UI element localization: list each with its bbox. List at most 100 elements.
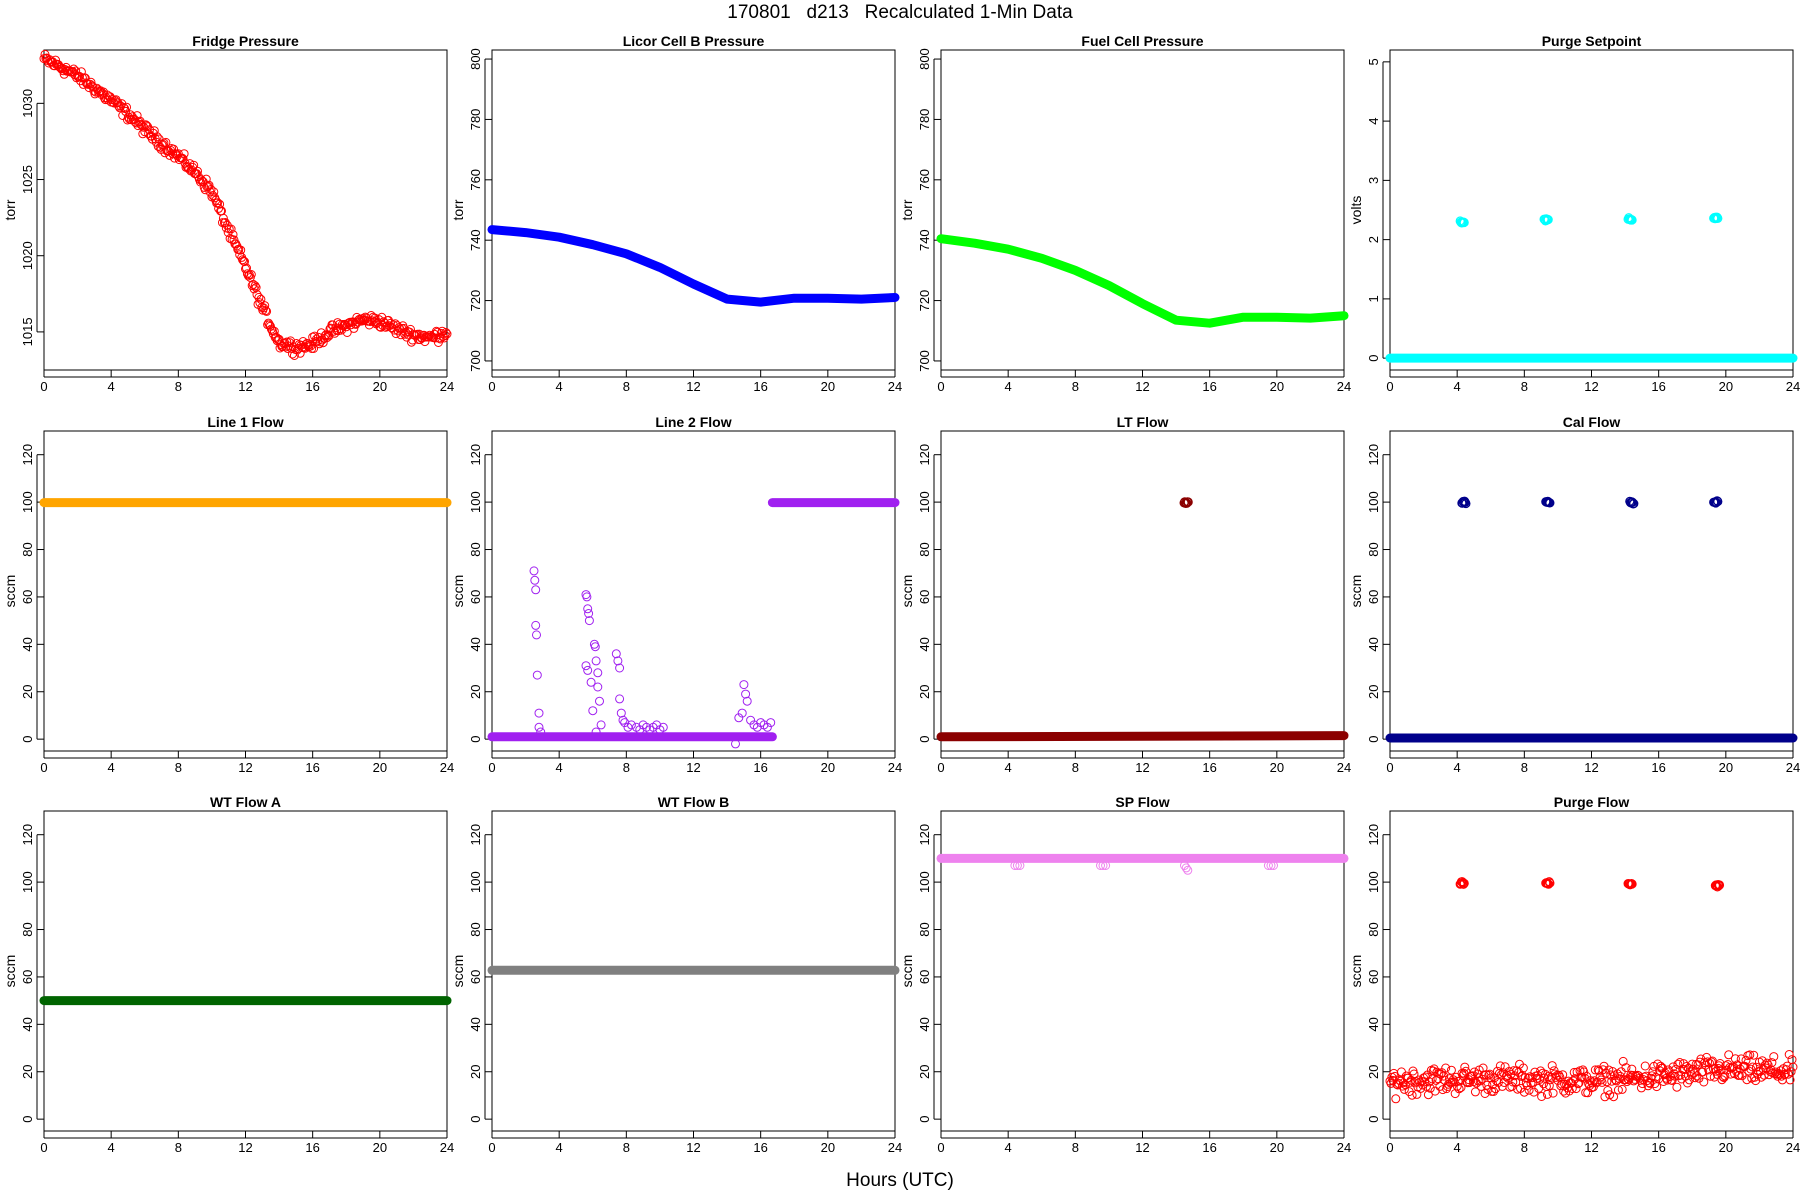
line-2-flow-data-point: [532, 670, 542, 680]
fridge-pressure-data-point: [94, 88, 104, 97]
lt-flow-x-tick-label: 0: [937, 760, 944, 775]
cal-flow-x-tick-label: 24: [1786, 760, 1800, 775]
panel-fridge-pressure: Fridge Pressure torr 0 4 8 12 16 20 24 1015 1020 10…: [2, 33, 454, 394]
purge-flow-data-point: [1441, 1063, 1451, 1073]
wt-flow-b-x-tick-label: 12: [686, 1140, 700, 1155]
purge-flow-data-point: [1627, 1064, 1637, 1074]
fridge-pressure-data-point: [265, 320, 274, 330]
purge-flow-data-point: [1469, 1067, 1479, 1077]
sp-flow-y-tick-label: 60: [917, 970, 932, 984]
line-2-flow-data-point: [611, 649, 621, 659]
sp-flow-y-tick-label: 20: [917, 1065, 932, 1079]
wt-flow-b-y-tick-label: 0: [468, 1116, 483, 1123]
purge-flow-data-point: [1706, 1057, 1716, 1067]
line-2-flow-data-point: [746, 715, 756, 725]
sp-flow-y-axis-label: sccm: [899, 955, 915, 988]
fuel-cell-pressure-x-tick-label: 16: [1202, 379, 1216, 394]
purge-flow-data-point: [1574, 1078, 1584, 1088]
cal-flow-data-point: [1712, 496, 1722, 506]
line-2-flow-data-point: [531, 585, 541, 595]
fridge-pressure-data-point: [178, 154, 188, 164]
purge-flow-data-point: [1706, 1071, 1715, 1081]
purge-setpoint-y-axis-label: volts: [1348, 196, 1364, 225]
purge-flow-data-point: [1598, 1065, 1608, 1075]
fridge-pressure-data-point: [123, 112, 133, 122]
purge-flow-data-point: [1509, 1066, 1519, 1076]
licor-cell-b-pressure-y-tick-label: 780: [468, 109, 483, 131]
purge-flow-data-point: [1636, 1083, 1646, 1093]
purge-flow-data-point: [1548, 1088, 1558, 1098]
wt-flow-a-x-tick-label: 24: [440, 1140, 454, 1155]
fridge-pressure-data-point: [388, 320, 398, 330]
panel-cal-flow: Cal Flow sccm 0 4 8 12 16 20 24 0 20 40 60 80 100 120: [1348, 414, 1800, 775]
line-2-flow-data-point: [581, 661, 591, 671]
lt-flow-x-tick-label: 8: [1072, 760, 1079, 775]
panel-sp-flow: SP Flow sccm 0 4 8 12 16 20 24 0 20 40 60 80 100 120: [899, 794, 1351, 1155]
line-2-flow-x-tick-label: 4: [556, 760, 563, 775]
fridge-pressure-data-point: [177, 153, 187, 163]
licor-cell-b-pressure-series-licor-cell-b-pressure: [487, 225, 900, 307]
fridge-pressure-data-point: [442, 329, 452, 339]
purge-flow-data-point: [1518, 1063, 1528, 1073]
purge-flow-y-axis-label: sccm: [1348, 955, 1364, 988]
purge-setpoint-y-tick-label: 4: [1366, 117, 1381, 124]
cal-flow-y-tick-label: 20: [1366, 685, 1381, 699]
fridge-pressure-data-point: [204, 180, 214, 190]
fridge-pressure-x-tick-label: 24: [440, 379, 454, 394]
cal-flow-x-tick-label: 12: [1584, 760, 1598, 775]
purge-flow-data-point: [1618, 1056, 1628, 1066]
fridge-pressure-data-point: [228, 230, 238, 240]
purge-setpoint-x-tick-label: 12: [1584, 379, 1598, 394]
fuel-cell-pressure-y-tick-label: 740: [917, 229, 932, 251]
sp-flow-data-point: [1269, 861, 1278, 870]
purge-flow-data-point: [1714, 880, 1725, 890]
sp-flow-data-point: [1181, 863, 1191, 873]
fridge-pressure-data-point: [208, 191, 218, 200]
fridge-pressure-data-point: [261, 306, 271, 316]
sp-flow-data-point: [1180, 861, 1189, 870]
lt-flow-y-tick-label: 80: [917, 542, 932, 556]
purge-flow-data-point: [1545, 878, 1555, 888]
line-2-flow-y-tick-label: 80: [468, 542, 483, 556]
cal-flow-y-tick-label: 0: [1366, 736, 1381, 743]
purge-flow-data-point: [1511, 1077, 1521, 1087]
wt-flow-b-x-tick-label: 16: [753, 1140, 767, 1155]
line-1-flow-y-tick-label: 0: [20, 736, 35, 743]
line-2-flow-data-point: [534, 722, 544, 732]
line-1-flow-y-tick-label: 80: [20, 542, 35, 556]
line-2-flow-data-point: [615, 663, 625, 673]
purge-flow-data-point: [1658, 1063, 1667, 1073]
purge-flow-x-tick-label: 16: [1651, 1140, 1665, 1155]
fridge-pressure-y-tick-label: 1025: [20, 165, 35, 194]
licor-cell-b-pressure-y-tick-label: 740: [468, 229, 483, 251]
cal-flow-x-tick-label: 4: [1454, 760, 1461, 775]
fuel-cell-pressure-data-band: [936, 234, 1349, 328]
purge-flow-data-point: [1594, 1066, 1604, 1076]
lt-flow-y-axis-label: sccm: [899, 575, 915, 608]
line-1-flow-y-axis-label: sccm: [2, 575, 18, 608]
wt-flow-a-y-tick-label: 0: [20, 1116, 35, 1123]
purge-flow-data-point: [1482, 1080, 1492, 1090]
fuel-cell-pressure-series-fuel-cell-pressure: [936, 234, 1349, 328]
purge-flow-data-point: [1597, 1077, 1607, 1087]
sp-flow-x-tick-label: 12: [1135, 1140, 1149, 1155]
line-1-flow-x-tick-label: 16: [305, 760, 319, 775]
fuel-cell-pressure-x-tick-label: 8: [1072, 379, 1079, 394]
purge-setpoint-data-point: [1627, 215, 1637, 225]
fridge-pressure-y-tick-label: 1015: [20, 317, 35, 346]
line-2-flow-x-tick-label: 8: [623, 760, 630, 775]
line-2-flow-data-point: [595, 696, 604, 706]
fridge-pressure-data-point: [309, 344, 319, 353]
cal-flow-y-tick-label: 100: [1366, 491, 1381, 513]
purge-setpoint-data-point: [1713, 213, 1723, 223]
line-2-flow-y-tick-label: 100: [468, 491, 483, 513]
line-2-flow-data-point: [591, 727, 601, 737]
line-2-flow-data-point: [734, 713, 744, 723]
lt-flow-title: LT Flow: [1117, 414, 1169, 430]
purge-flow-data-point: [1446, 1065, 1456, 1075]
licor-cell-b-pressure-y-tick-label: 720: [468, 290, 483, 312]
lt-flow-x-tick-label: 16: [1202, 760, 1216, 775]
line-2-flow-data-point: [529, 566, 539, 576]
sp-flow-plot-frame: [940, 810, 1345, 1132]
lt-flow-plot-frame: [940, 430, 1345, 752]
